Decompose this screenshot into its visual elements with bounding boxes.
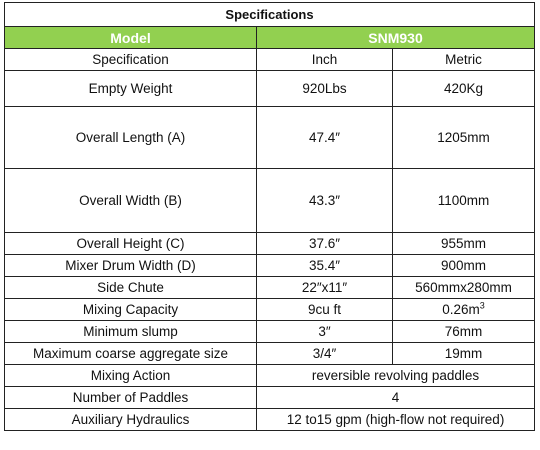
inch-value: 43.3″ — [256, 168, 393, 233]
specifications-table-container: Specifications Model SNM930 Specificatio… — [4, 2, 535, 431]
table-row: Overall Width (B) 43.3″ 1100mm — [4, 168, 535, 233]
table-row: Overall Height (C) 37.6″ 955mm — [4, 232, 535, 255]
metric-value-base: 0.26m — [442, 302, 480, 317]
spec-label: Empty Weight — [4, 70, 257, 107]
spec-label: Side Chute — [4, 276, 257, 299]
spec-label: Overall Width (B) — [4, 168, 257, 233]
column-header-inch: Inch — [256, 48, 393, 71]
column-header-specification: Specification — [4, 48, 257, 71]
metric-value: 0.26m3 — [392, 298, 535, 321]
inch-value: 47.4″ — [256, 106, 393, 169]
spec-label: Maximum coarse aggregate size — [4, 342, 257, 365]
model-label: Model — [4, 26, 257, 49]
merged-value: reversible revolving paddles — [256, 364, 535, 387]
metric-value: 76mm — [392, 320, 535, 343]
merged-value: 4 — [256, 386, 535, 409]
metric-value: 900mm — [392, 254, 535, 277]
metric-value-exponent: 3 — [479, 300, 485, 311]
model-value: SNM930 — [256, 26, 535, 49]
specifications-table: Specifications Model SNM930 Specificatio… — [4, 2, 535, 431]
metric-value: 560mmx280mm — [392, 276, 535, 299]
table-row: Mixing Action reversible revolving paddl… — [4, 364, 535, 387]
table-row: Mixing Capacity 9cu ft 0.26m3 — [4, 298, 535, 321]
inch-value: 920Lbs — [256, 70, 393, 107]
table-row: Mixer Drum Width (D) 35.4″ 900mm — [4, 254, 535, 277]
title-row: Specifications — [4, 2, 535, 27]
spec-label: Minimum slump — [4, 320, 257, 343]
table-row: Side Chute 22″x11″ 560mmx280mm — [4, 276, 535, 299]
model-row: Model SNM930 — [4, 26, 535, 49]
spec-label: Overall Height (C) — [4, 232, 257, 255]
merged-value: 12 to15 gpm (high-flow not required) — [256, 408, 535, 431]
inch-value: 3″ — [256, 320, 393, 343]
inch-value: 3/4″ — [256, 342, 393, 365]
spec-label: Mixing Capacity — [4, 298, 257, 321]
metric-value: 955mm — [392, 232, 535, 255]
metric-value: 19mm — [392, 342, 535, 365]
spec-label: Number of Paddles — [4, 386, 257, 409]
table-row: Number of Paddles 4 — [4, 386, 535, 409]
table-row: Maximum coarse aggregate size 3/4″ 19mm — [4, 342, 535, 365]
table-row: Auxiliary Hydraulics 12 to15 gpm (high-f… — [4, 408, 535, 431]
spec-label: Auxiliary Hydraulics — [4, 408, 257, 431]
column-header-row: Specification Inch Metric — [4, 48, 535, 71]
inch-value: 9cu ft — [256, 298, 393, 321]
inch-value: 35.4″ — [256, 254, 393, 277]
table-row: Minimum slump 3″ 76mm — [4, 320, 535, 343]
spec-label: Mixing Action — [4, 364, 257, 387]
table-row: Overall Length (A) 47.4″ 1205mm — [4, 106, 535, 169]
spec-label: Mixer Drum Width (D) — [4, 254, 257, 277]
spec-label: Overall Length (A) — [4, 106, 257, 169]
inch-value: 37.6″ — [256, 232, 393, 255]
table-title: Specifications — [4, 2, 535, 27]
inch-value: 22″x11″ — [256, 276, 393, 299]
metric-value: 1100mm — [392, 168, 535, 233]
metric-value: 420Kg — [392, 70, 535, 107]
table-row: Empty Weight 920Lbs 420Kg — [4, 70, 535, 107]
metric-value: 1205mm — [392, 106, 535, 169]
column-header-metric: Metric — [392, 48, 535, 71]
